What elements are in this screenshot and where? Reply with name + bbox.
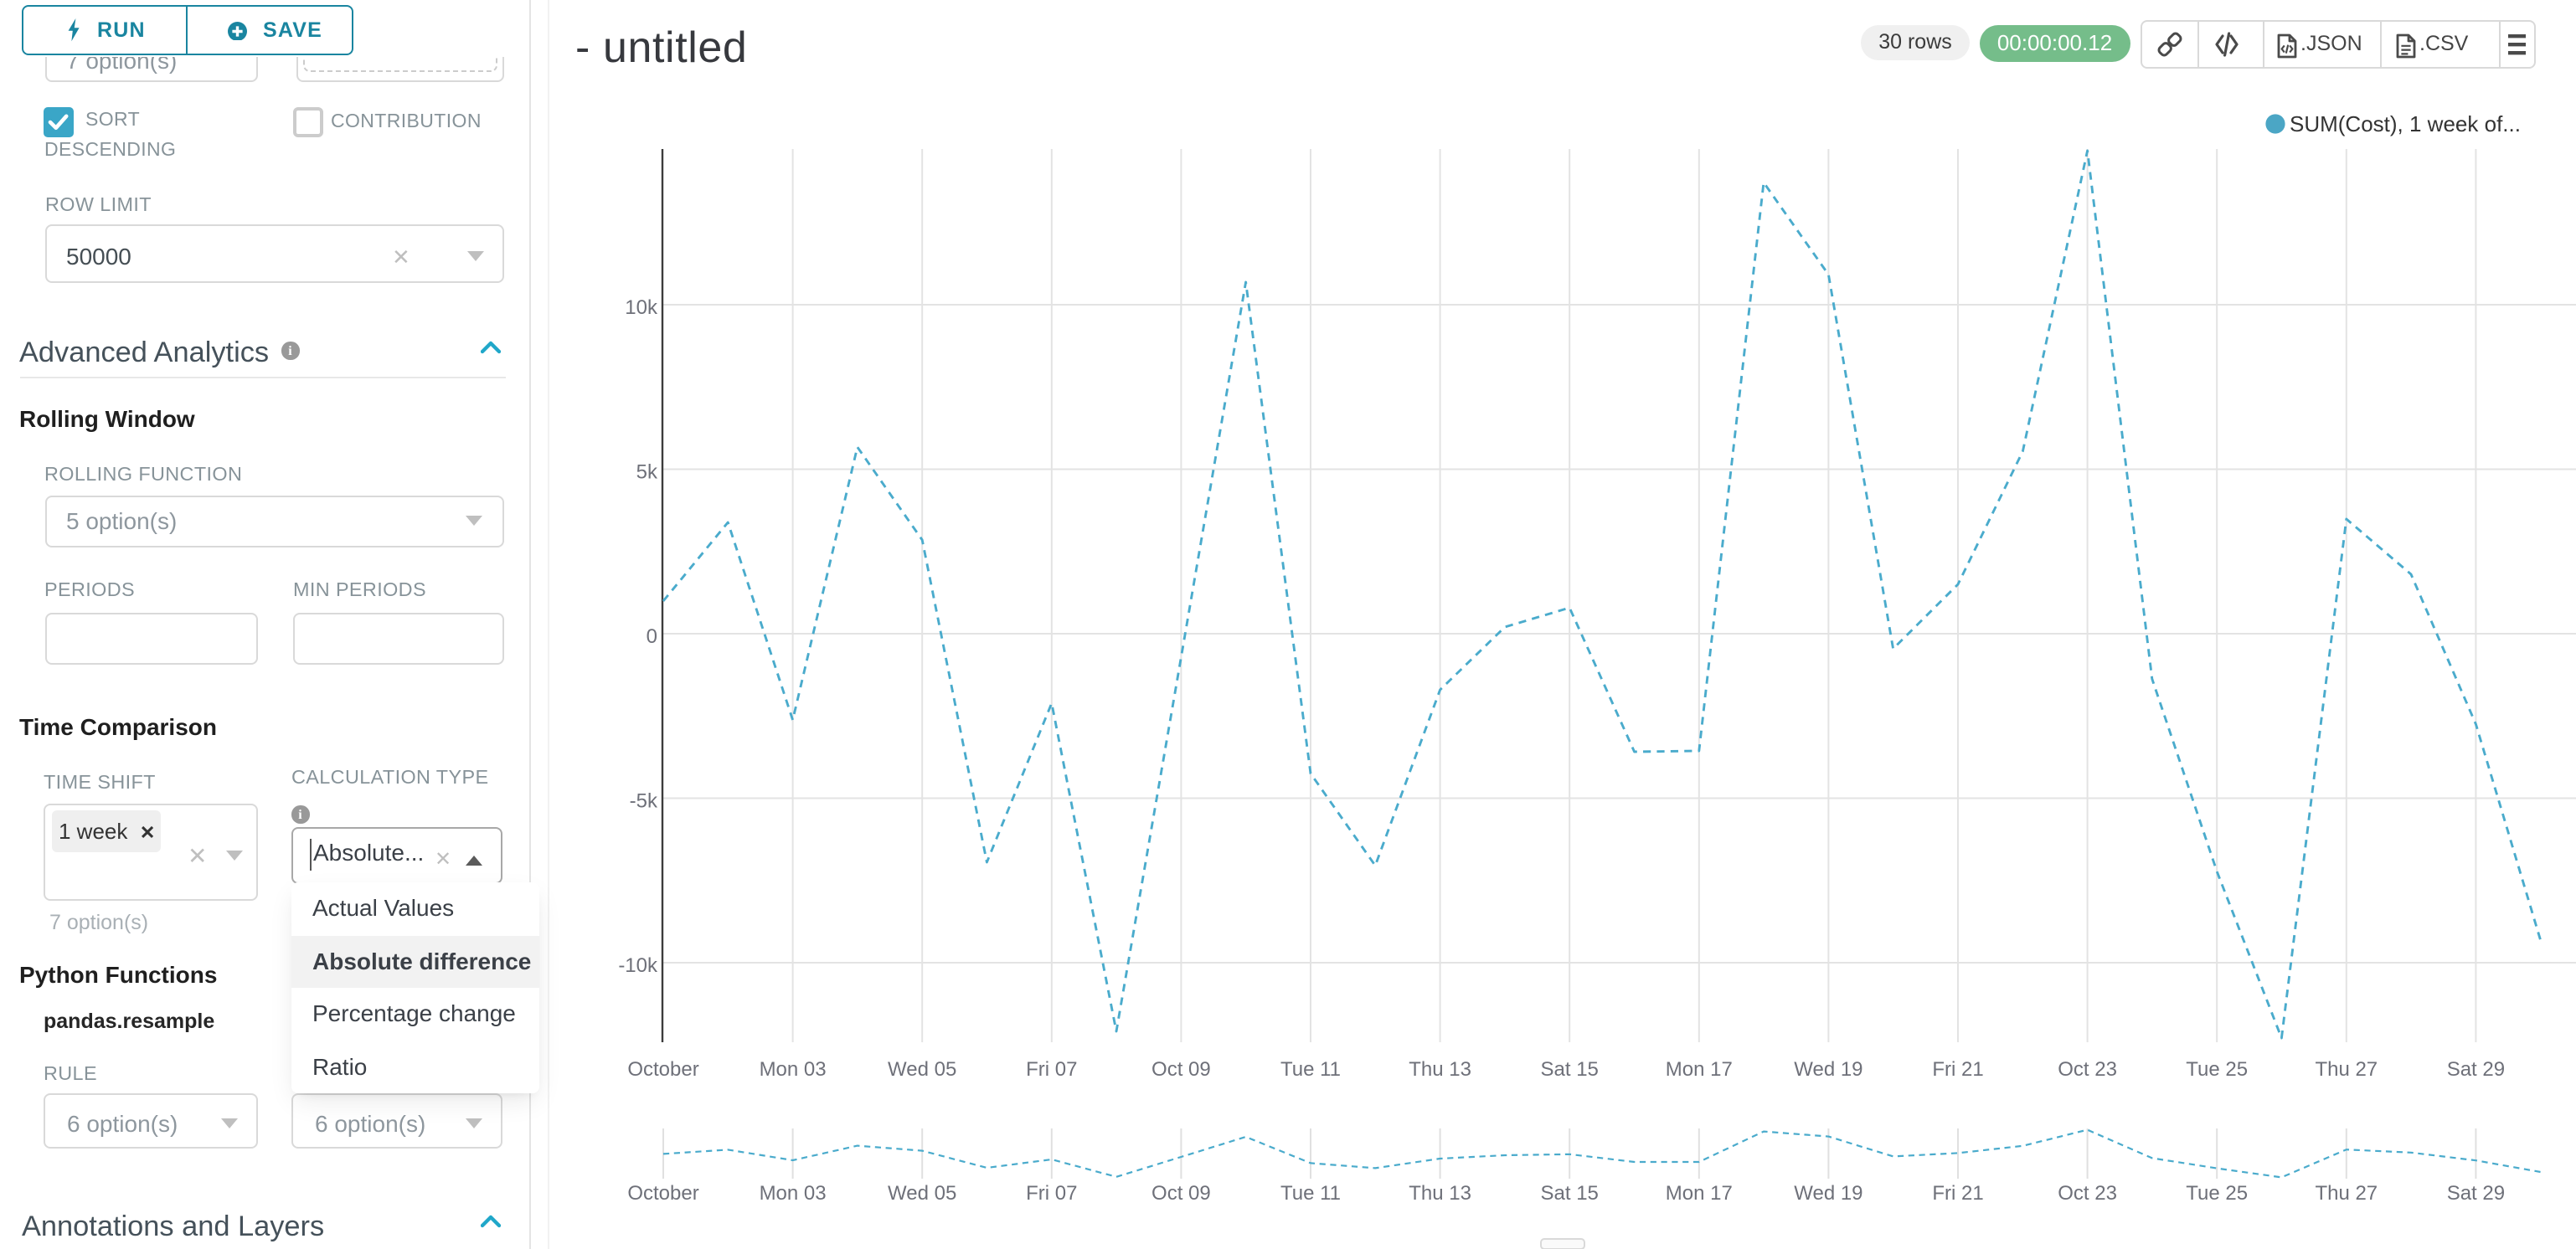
svg-text:Mon 03: Mon 03 [760, 1058, 827, 1081]
svg-text:5k: 5k [636, 461, 658, 484]
svg-text:October: October [627, 1058, 698, 1081]
svg-text:Tue 25: Tue 25 [2186, 1182, 2248, 1205]
svg-text:Tue 25: Tue 25 [2186, 1058, 2248, 1081]
svg-text:Tue 11: Tue 11 [1280, 1058, 1341, 1081]
svg-text:Wed 05: Wed 05 [888, 1058, 956, 1081]
svg-text:Fri 07: Fri 07 [1026, 1058, 1077, 1081]
svg-text:Sat 15: Sat 15 [1541, 1058, 1599, 1081]
svg-text:Thu 27: Thu 27 [2315, 1182, 2378, 1205]
svg-text:Wed 05: Wed 05 [888, 1182, 956, 1205]
svg-text:Sat 29: Sat 29 [2447, 1058, 2505, 1081]
svg-text:Mon 17: Mon 17 [1666, 1058, 1733, 1081]
svg-text:Thu 13: Thu 13 [1409, 1058, 1471, 1081]
svg-text:Wed 19: Wed 19 [1794, 1058, 1862, 1081]
svg-text:Fri 07: Fri 07 [1026, 1182, 1077, 1205]
svg-text:Fri 21: Fri 21 [1932, 1058, 1983, 1081]
svg-text:Oct 23: Oct 23 [2058, 1182, 2117, 1205]
svg-text:0: 0 [647, 625, 657, 648]
svg-text:Fri 21: Fri 21 [1932, 1182, 1983, 1205]
svg-text:Mon 17: Mon 17 [1666, 1182, 1733, 1205]
svg-text:Thu 27: Thu 27 [2315, 1058, 2378, 1081]
svg-text:Oct 23: Oct 23 [2058, 1058, 2117, 1081]
svg-text:Oct 09: Oct 09 [1151, 1182, 1211, 1205]
svg-text:October: October [627, 1182, 698, 1205]
svg-text:Tue 11: Tue 11 [1280, 1182, 1341, 1205]
svg-text:Wed 19: Wed 19 [1794, 1182, 1862, 1205]
svg-text:Thu 13: Thu 13 [1409, 1182, 1471, 1205]
svg-text:SUM(Cost), 1 week of...: SUM(Cost), 1 week of... [2290, 111, 2521, 136]
svg-text:Sat 15: Sat 15 [1541, 1182, 1599, 1205]
svg-text:-10k: -10k [618, 954, 658, 977]
svg-text:-5k: -5k [630, 790, 658, 813]
svg-text:Sat 29: Sat 29 [2447, 1182, 2505, 1205]
svg-text:Mon 03: Mon 03 [760, 1182, 827, 1205]
svg-text:10k: 10k [625, 296, 658, 319]
svg-text:Oct 09: Oct 09 [1151, 1058, 1211, 1081]
